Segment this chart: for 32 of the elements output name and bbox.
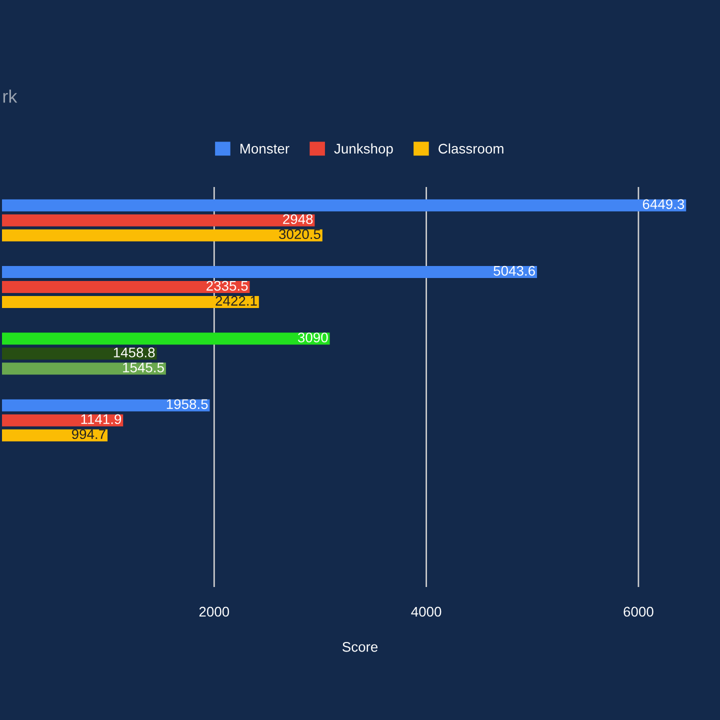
x-tick-label: 4000	[411, 606, 442, 617]
bar	[2, 414, 124, 426]
bar	[2, 362, 166, 375]
chart-title: rk	[3, 90, 18, 103]
bar	[2, 229, 322, 242]
data-label: 994.7	[72, 429, 106, 440]
bar	[2, 199, 686, 212]
data-label: 1958.5	[166, 399, 208, 410]
data-label: 3090	[298, 332, 328, 342]
data-label: 1545.5	[123, 362, 164, 372]
bar	[2, 214, 315, 226]
legend-label: Monster	[240, 144, 290, 154]
bar	[2, 296, 259, 308]
x-axis-title: Score	[342, 642, 378, 652]
bar	[2, 399, 210, 412]
x-tick-label: 6000	[624, 606, 654, 617]
data-label: 2335.5	[206, 280, 248, 291]
data-label: 5043.6	[494, 266, 535, 276]
data-label: 3020.5	[279, 229, 320, 240]
bar	[2, 281, 250, 293]
data-label: 6449.3	[642, 199, 684, 210]
data-label: 2948	[283, 214, 313, 224]
bar	[2, 266, 537, 278]
x-tick-label: 2000	[199, 606, 230, 617]
data-label: 2422.1	[216, 296, 257, 306]
legend-label: Classroom	[438, 143, 504, 154]
bar	[2, 348, 157, 360]
bar	[2, 332, 330, 345]
legend-label: Junkshop	[334, 143, 393, 156]
data-label: 1458.8	[114, 348, 155, 358]
bar	[2, 429, 108, 442]
data-label: 1141.9	[81, 414, 122, 424]
